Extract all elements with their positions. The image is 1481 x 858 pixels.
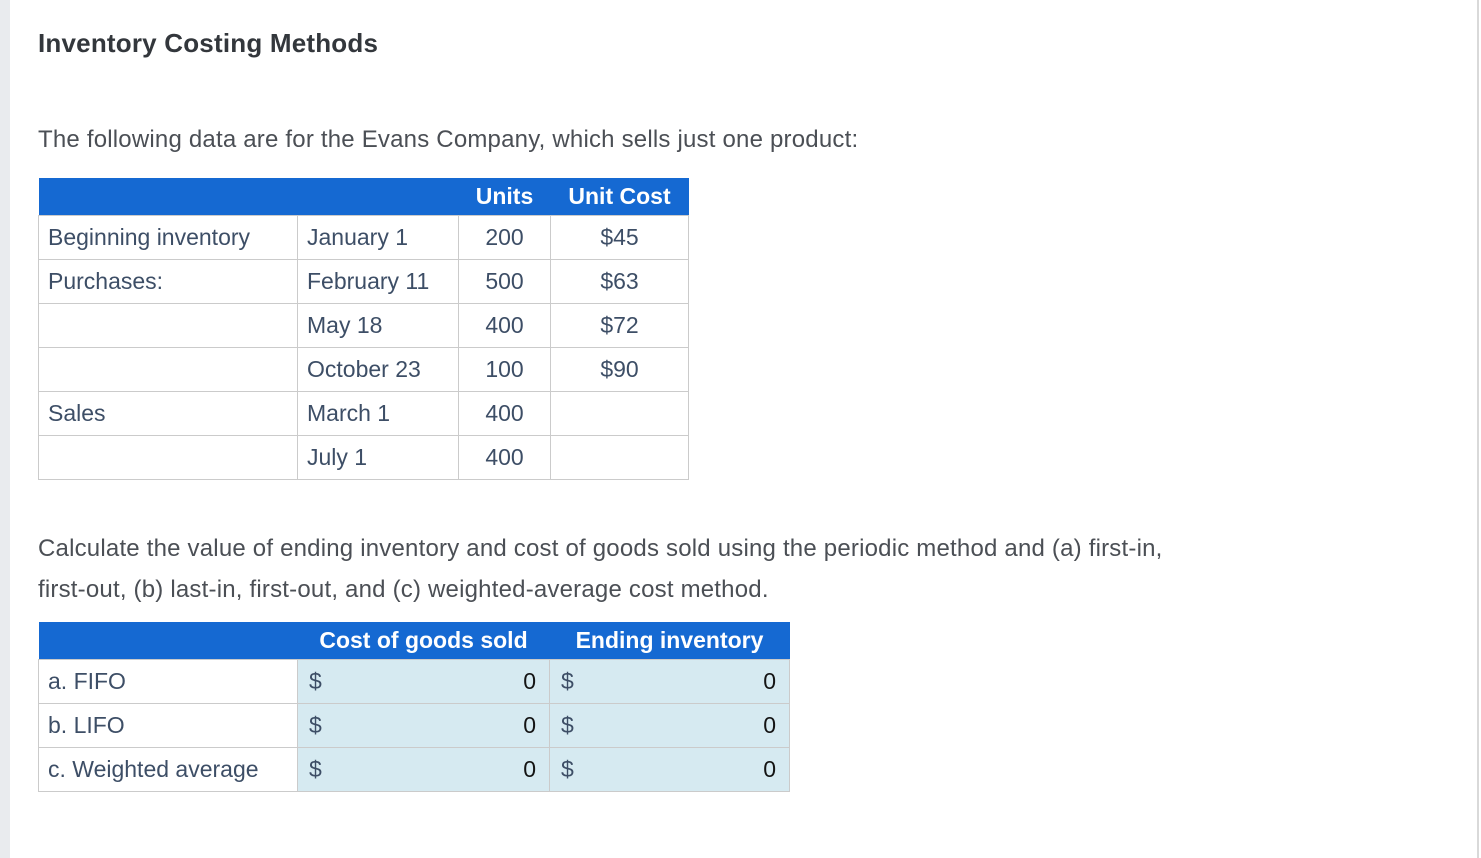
lifo-cogs-value: 0 bbox=[523, 711, 536, 738]
unit-cost-header: Unit Cost bbox=[550, 178, 689, 215]
units-cell: 400 bbox=[458, 434, 551, 480]
lifo-ending-inventory-input[interactable]: $ 0 bbox=[549, 702, 790, 748]
unit-cost-cell: $90 bbox=[550, 346, 689, 392]
table-row: July 1 400 bbox=[38, 434, 689, 480]
weighted-average-ending-inventory-input[interactable]: $ 0 bbox=[549, 746, 790, 792]
blank-header-cell bbox=[38, 178, 298, 215]
currency-symbol: $ bbox=[561, 711, 574, 738]
weighted-average-cogs-input[interactable]: $ 0 bbox=[297, 746, 550, 792]
units-cell: 400 bbox=[458, 302, 551, 348]
fifo-cogs-value: 0 bbox=[523, 667, 536, 694]
date-cell: March 1 bbox=[297, 390, 459, 436]
currency-symbol: $ bbox=[561, 755, 574, 782]
lifo-cogs-input[interactable]: $ 0 bbox=[297, 702, 550, 748]
page-title: Inventory Costing Methods bbox=[38, 28, 379, 58]
cogs-header: Cost of goods sold bbox=[297, 622, 550, 659]
blank-header-cell bbox=[297, 178, 459, 215]
units-cell: 400 bbox=[458, 390, 551, 436]
lifo-ending-inventory-value: 0 bbox=[763, 711, 776, 738]
date-cell: July 1 bbox=[297, 434, 459, 480]
currency-symbol: $ bbox=[561, 667, 574, 694]
weighted-average-ending-inventory-value: 0 bbox=[763, 755, 776, 782]
unit-cost-cell: $72 bbox=[550, 302, 689, 348]
instructions-text: Calculate the value of ending inventory … bbox=[38, 528, 1163, 610]
table-row: Purchases: February 11 500 $63 bbox=[38, 258, 689, 304]
blank-header-cell bbox=[38, 622, 298, 659]
date-cell: February 11 bbox=[297, 258, 459, 304]
answer-table-header-row: Cost of goods sold Ending inventory bbox=[38, 622, 790, 659]
row-label-cell: Sales bbox=[38, 390, 298, 436]
units-cell: 500 bbox=[458, 258, 551, 304]
fifo-ending-inventory-value: 0 bbox=[763, 667, 776, 694]
table-row: Beginning inventory January 1 200 $45 bbox=[38, 214, 689, 260]
data-table-header-row: Units Unit Cost bbox=[38, 178, 689, 215]
method-label-fifo: a. FIFO bbox=[38, 658, 298, 704]
inventory-data-table: Units Unit Cost Beginning inventory Janu… bbox=[38, 178, 689, 480]
ending-inventory-header: Ending inventory bbox=[549, 622, 790, 659]
units-header: Units bbox=[458, 178, 551, 215]
table-row: October 23 100 $90 bbox=[38, 346, 689, 392]
method-label-lifo: b. LIFO bbox=[38, 702, 298, 748]
table-row: Sales March 1 400 bbox=[38, 390, 689, 436]
page-left-gutter bbox=[0, 0, 10, 858]
fifo-ending-inventory-input[interactable]: $ 0 bbox=[549, 658, 790, 704]
unit-cost-cell: $45 bbox=[550, 214, 689, 260]
currency-symbol: $ bbox=[309, 711, 322, 738]
unit-cost-cell bbox=[550, 434, 689, 480]
date-cell: October 23 bbox=[297, 346, 459, 392]
row-label-cell: Purchases: bbox=[38, 258, 298, 304]
row-label-cell bbox=[38, 302, 298, 348]
currency-symbol: $ bbox=[309, 667, 322, 694]
answer-row-fifo: a. FIFO $ 0 $ 0 bbox=[38, 658, 790, 704]
date-cell: May 18 bbox=[297, 302, 459, 348]
units-cell: 200 bbox=[458, 214, 551, 260]
unit-cost-cell bbox=[550, 390, 689, 436]
answer-table: Cost of goods sold Ending inventory a. F… bbox=[38, 622, 790, 792]
weighted-average-cogs-value: 0 bbox=[523, 755, 536, 782]
table-row: May 18 400 $72 bbox=[38, 302, 689, 348]
intro-text: The following data are for the Evans Com… bbox=[38, 126, 859, 153]
unit-cost-cell: $63 bbox=[550, 258, 689, 304]
date-cell: January 1 bbox=[297, 214, 459, 260]
instructions-line-2: first-out, (b) last-in, first-out, and (… bbox=[38, 576, 769, 603]
answer-row-lifo: b. LIFO $ 0 $ 0 bbox=[38, 702, 790, 748]
row-label-cell: Beginning inventory bbox=[38, 214, 298, 260]
method-label-weighted-average: c. Weighted average bbox=[38, 746, 298, 792]
page-right-edge bbox=[1477, 0, 1479, 858]
units-cell: 100 bbox=[458, 346, 551, 392]
row-label-cell bbox=[38, 346, 298, 392]
answer-row-weighted-average: c. Weighted average $ 0 $ 0 bbox=[38, 746, 790, 792]
instructions-line-1: Calculate the value of ending inventory … bbox=[38, 535, 1163, 562]
fifo-cogs-input[interactable]: $ 0 bbox=[297, 658, 550, 704]
row-label-cell bbox=[38, 434, 298, 480]
currency-symbol: $ bbox=[309, 755, 322, 782]
